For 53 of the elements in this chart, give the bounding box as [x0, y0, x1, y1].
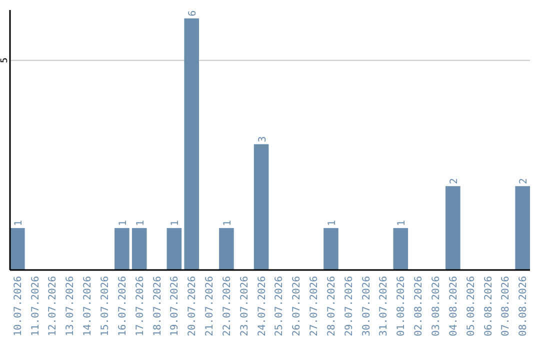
data-label: 3 [257, 136, 268, 142]
x-tick-label: 08.08.2026 [518, 276, 530, 336]
x-tick-label: 04.08.2026 [448, 276, 460, 336]
data-label: 6 [188, 10, 199, 16]
x-tick-label: 26.07.2026 [292, 276, 303, 336]
bar [254, 144, 269, 270]
bar [166, 228, 182, 270]
x-tick-label: 31.07.2026 [378, 276, 390, 336]
data-label: 1 [135, 220, 146, 226]
x-tick-label: 10.07.2026 [12, 276, 24, 336]
x-tick-label: 30.07.2026 [361, 276, 372, 336]
data-label: 1 [170, 220, 182, 226]
x-tick-label: 16.07.2026 [117, 276, 128, 336]
x-tick-label: 12.07.2026 [48, 276, 59, 336]
x-tick-label: 20.07.2026 [187, 276, 198, 336]
bar [132, 228, 147, 270]
x-tick-label: 14.07.2026 [82, 276, 94, 336]
x-tick-label: 24.07.2026 [256, 276, 268, 336]
x-tick-label: 05.08.2026 [466, 276, 477, 336]
data-label: 2 [518, 178, 530, 184]
x-tick-label: 11.07.2026 [30, 276, 42, 336]
data-label: 2 [448, 178, 460, 184]
data-label: 1 [222, 220, 234, 226]
bar [515, 186, 530, 270]
x-tick-label: 15.07.2026 [100, 276, 112, 336]
x-tick-label: 21.07.2026 [204, 276, 216, 336]
x-tick-label: 22.07.2026 [222, 276, 233, 336]
x-tick-label: 01.08.2026 [396, 276, 408, 336]
x-tick-label: 23.07.2026 [239, 276, 250, 336]
x-tick-label: 02.08.2026 [414, 276, 425, 336]
x-tick-label: 17.07.2026 [134, 276, 146, 336]
y-tick-label: 5 [0, 58, 10, 64]
data-label: 1 [396, 220, 408, 226]
x-tick-label: 29.07.2026 [344, 276, 355, 336]
x-tick-label: 28.07.2026 [326, 276, 338, 336]
data-label: 1 [118, 220, 129, 226]
bar [114, 228, 130, 270]
x-tick-label: 13.07.2026 [65, 276, 76, 336]
bar [324, 228, 338, 270]
x-tick-label: 27.07.2026 [309, 276, 320, 336]
x-tick-label: 03.08.2026 [430, 276, 442, 336]
x-tick-label: 19.07.2026 [170, 276, 181, 336]
x-tick-label: 25.07.2026 [274, 276, 286, 336]
bar [184, 18, 200, 270]
bar [446, 186, 460, 270]
bar [219, 228, 234, 270]
bar [393, 228, 408, 270]
x-tick-label: 06.08.2026 [483, 276, 494, 336]
x-tick-label: 07.08.2026 [500, 276, 512, 336]
data-label: 1 [326, 220, 338, 226]
data-label: 1 [13, 220, 24, 226]
x-tick-label: 18.07.2026 [152, 276, 164, 336]
bar [10, 228, 25, 270]
